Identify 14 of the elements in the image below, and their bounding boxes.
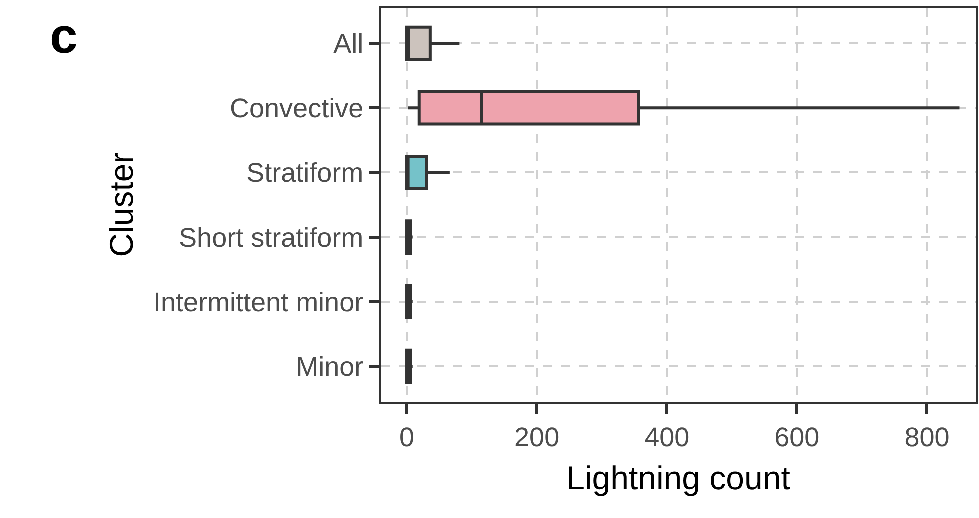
y-tick-label: Convective <box>230 94 364 124</box>
x-tick-label: 800 <box>904 422 950 452</box>
y-tick-label: Intermittent minor <box>154 287 364 318</box>
chart-title: c <box>50 8 78 64</box>
y-tick-label: Short stratiform <box>179 222 364 253</box>
x-tick-label: 600 <box>774 422 820 452</box>
x-tick-label: 400 <box>644 422 690 452</box>
y-tick-label: Minor <box>296 352 364 382</box>
y-axis-title: Cluster <box>102 152 140 258</box>
y-tick-label: Stratiform <box>246 158 364 188</box>
x-axis-title: Lightning count <box>566 460 790 496</box>
x-tick-label: 0 <box>399 422 415 452</box>
y-tick-label: All <box>334 28 364 59</box>
x-tick-label: 200 <box>514 422 560 452</box>
